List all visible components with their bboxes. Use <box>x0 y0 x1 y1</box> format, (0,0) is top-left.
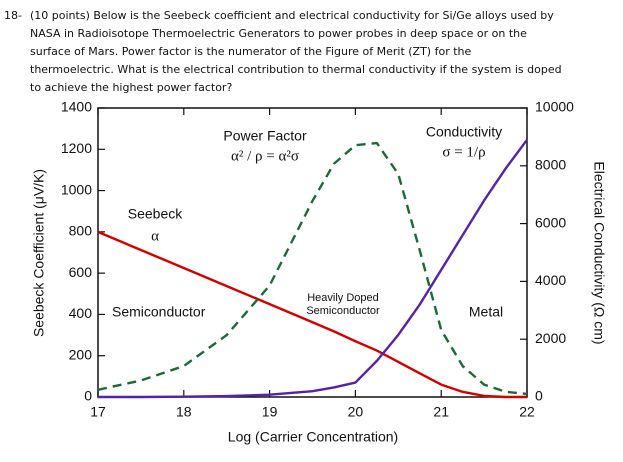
annotation: α <box>151 228 159 244</box>
y-tick-label: 1400 <box>61 99 92 115</box>
y2-tick-label: 2000 <box>535 330 566 346</box>
x-tick-label: 19 <box>262 404 278 420</box>
y-tick-label: 200 <box>69 346 93 362</box>
question-line: NASA in Radioisotope Thermoelectric Gene… <box>30 27 527 40</box>
y-tick-label: 600 <box>69 264 93 280</box>
y-tick-label: 400 <box>69 305 93 321</box>
y-tick-label: 1200 <box>61 140 92 156</box>
question-number: 18- <box>4 9 22 22</box>
annotation: Power Factor <box>223 128 307 144</box>
x-tick-label: 17 <box>90 404 106 420</box>
y2-tick-label: 0 <box>535 388 543 404</box>
annotation: α² / ρ = α²σ <box>231 148 299 164</box>
y-tick-label: 0 <box>84 388 92 404</box>
series-line <box>98 139 528 399</box>
question-line: (10 points) Below is the Seebeck coeffic… <box>30 9 554 22</box>
y2-tick-label: 6000 <box>535 214 566 230</box>
x-axis-title: Log (Carrier Concentration) <box>228 429 398 445</box>
annotation: Seebeck <box>128 206 183 222</box>
annotation: Heavily Doped <box>307 292 379 304</box>
x-tick-label: 20 <box>348 404 364 420</box>
y2-axis-title: Electrical Conductivity (Ω cm) <box>591 161 607 344</box>
annotation: Metal <box>469 304 503 320</box>
x-tick-label: 22 <box>519 404 535 420</box>
x-tick-label: 21 <box>433 404 449 420</box>
y2-tick-label: 4000 <box>535 272 566 288</box>
question-line: surface of Mars. Power factor is the num… <box>30 45 472 58</box>
annotation: σ = 1/ρ <box>442 144 485 160</box>
annotation: Semiconductor <box>112 304 206 320</box>
x-tick-label: 18 <box>176 404 192 420</box>
y-axis-title: Seebeck Coefficient (μV/K) <box>31 169 47 337</box>
series-line <box>97 230 527 399</box>
y2-tick-label: 8000 <box>535 157 566 173</box>
series-line <box>97 141 528 396</box>
y-tick-label: 1000 <box>61 181 92 197</box>
y-tick-label: 800 <box>69 223 93 239</box>
annotation: Semiconductor <box>306 305 380 317</box>
y2-tick-label: 10000 <box>535 99 574 115</box>
annotation: Conductivity <box>426 124 502 140</box>
plot-frame <box>97 107 528 398</box>
question-line: to achieve the highest power factor? <box>30 81 232 94</box>
question-line: thermoelectric. What is the electrical c… <box>30 63 562 76</box>
